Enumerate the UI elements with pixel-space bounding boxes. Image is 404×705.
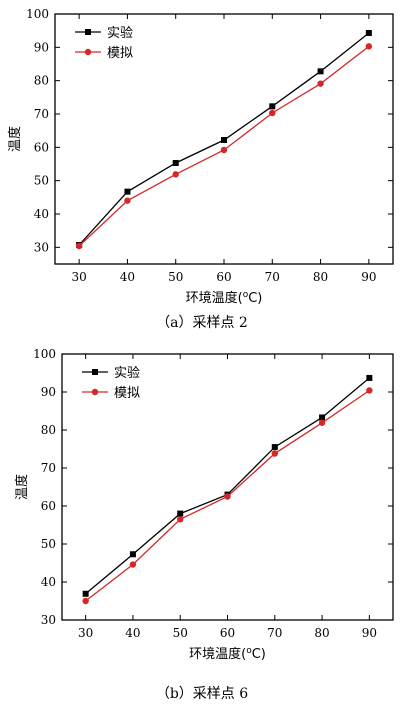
x-tick-label: 30 xyxy=(72,270,87,284)
series-1-point xyxy=(318,419,326,426)
x-axis-title-degree: o xyxy=(246,646,252,656)
series-1-point xyxy=(317,80,324,87)
chart-b: 30 40 50 60 70 80 90 100 30 40 50 60 70 80 90 环境温度(oC) 温… xyxy=(14,347,394,662)
y-axis-title: 温度 xyxy=(7,126,23,152)
series-1-point xyxy=(269,109,276,117)
series-1-point xyxy=(366,387,373,394)
y-tick-label: 100 xyxy=(26,7,49,21)
x-tick-label: 30 xyxy=(78,626,93,640)
series-1-point xyxy=(271,450,278,457)
series-0-point xyxy=(271,444,278,451)
y-tick-label: 80 xyxy=(41,423,56,437)
y-tick-label: 90 xyxy=(41,385,56,399)
series-0-point xyxy=(172,160,179,166)
y-tick-label: 30 xyxy=(34,240,49,254)
x-axis-title-end: C) xyxy=(248,291,262,306)
series-0-point xyxy=(269,103,276,110)
legend-label-0: 实验 xyxy=(107,25,133,41)
x-tick-label: 60 xyxy=(220,626,235,640)
y-tick-label: 40 xyxy=(34,207,49,221)
y-tick-label: 30 xyxy=(41,613,56,627)
series-line-0 xyxy=(85,377,370,595)
series-line-1 xyxy=(78,45,370,247)
legend-marker-1 xyxy=(84,48,92,56)
series-1-point xyxy=(172,171,179,178)
series-1-point xyxy=(224,493,231,500)
x-tick-label: 40 xyxy=(125,626,140,640)
series-0-point xyxy=(124,188,131,195)
chart-panel-a: 30 40 50 60 70 80 90 100 30 40 50 60 70 80 90 环境温度(oC) 温… xyxy=(0,0,404,310)
y-tick-label: 100 xyxy=(33,347,56,361)
legend-marker-0 xyxy=(92,369,98,375)
y-axis-title: 温度 xyxy=(14,474,30,500)
x-tick-label: 40 xyxy=(120,270,135,284)
chart-panel-b: 30 40 50 60 70 80 90 100 30 40 50 60 70 80 90 环境温度(oC) 温… xyxy=(0,342,404,680)
series-1-point xyxy=(75,242,83,250)
y-tick-label: 70 xyxy=(41,461,56,475)
series-1-point xyxy=(177,516,184,523)
y-tick-label: 40 xyxy=(41,575,56,589)
x-axis-title-degree: o xyxy=(243,290,249,300)
x-tick-label: 50 xyxy=(168,270,183,284)
series-1-point xyxy=(124,197,131,204)
series-0-point xyxy=(82,590,89,597)
series-0-point xyxy=(221,137,227,143)
y-tick-label: 70 xyxy=(34,107,49,121)
series-0-point xyxy=(366,374,373,381)
x-tick-label: 90 xyxy=(362,626,377,640)
x-tick-label: 50 xyxy=(173,626,188,640)
plot-frame xyxy=(61,353,394,621)
x-tick-label: 90 xyxy=(361,270,376,284)
x-axis-title: 环境温度(oC) xyxy=(189,646,266,662)
x-axis-title: 环境温度(oC) xyxy=(186,290,263,306)
x-tick-label: 70 xyxy=(265,270,280,284)
series-0-point xyxy=(317,68,324,75)
x-axis-title-main: 环境温度( xyxy=(189,646,246,662)
legend-marker-1 xyxy=(91,388,99,396)
series-1-point xyxy=(82,597,89,605)
series-1-point xyxy=(365,43,373,50)
legend-marker-0 xyxy=(85,29,91,35)
series-0-point xyxy=(177,510,184,517)
y-tick-label: 50 xyxy=(41,537,56,551)
x-axis-title-main: 环境温度( xyxy=(186,290,243,306)
legend-label-1: 模拟 xyxy=(114,386,140,401)
series-1-point xyxy=(220,146,228,154)
x-axis-title-end: C) xyxy=(252,647,266,662)
series-0-point xyxy=(319,414,326,421)
legend-label-0: 实验 xyxy=(114,365,140,381)
y-tick-label: 50 xyxy=(34,174,49,188)
series-1-point xyxy=(129,561,137,568)
caption-b: （b）采样点 6 xyxy=(155,686,249,702)
x-tick-label: 70 xyxy=(267,626,282,640)
caption-a: （a）采样点 2 xyxy=(156,315,248,331)
legend-label-1: 模拟 xyxy=(107,46,133,61)
chart-a: 30 40 50 60 70 80 90 100 30 40 50 60 70 80 90 环境温度(oC) 温… xyxy=(7,7,394,306)
series-0-point xyxy=(129,551,136,558)
x-tick-label: 60 xyxy=(216,270,231,284)
y-tick-label: 60 xyxy=(34,140,49,154)
series-0-point xyxy=(365,30,372,36)
y-tick-label: 80 xyxy=(34,74,49,88)
x-tick-label: 80 xyxy=(313,270,328,284)
x-tick-label: 80 xyxy=(314,626,329,640)
y-tick-label: 90 xyxy=(34,40,49,54)
y-tick-label: 60 xyxy=(41,499,56,513)
